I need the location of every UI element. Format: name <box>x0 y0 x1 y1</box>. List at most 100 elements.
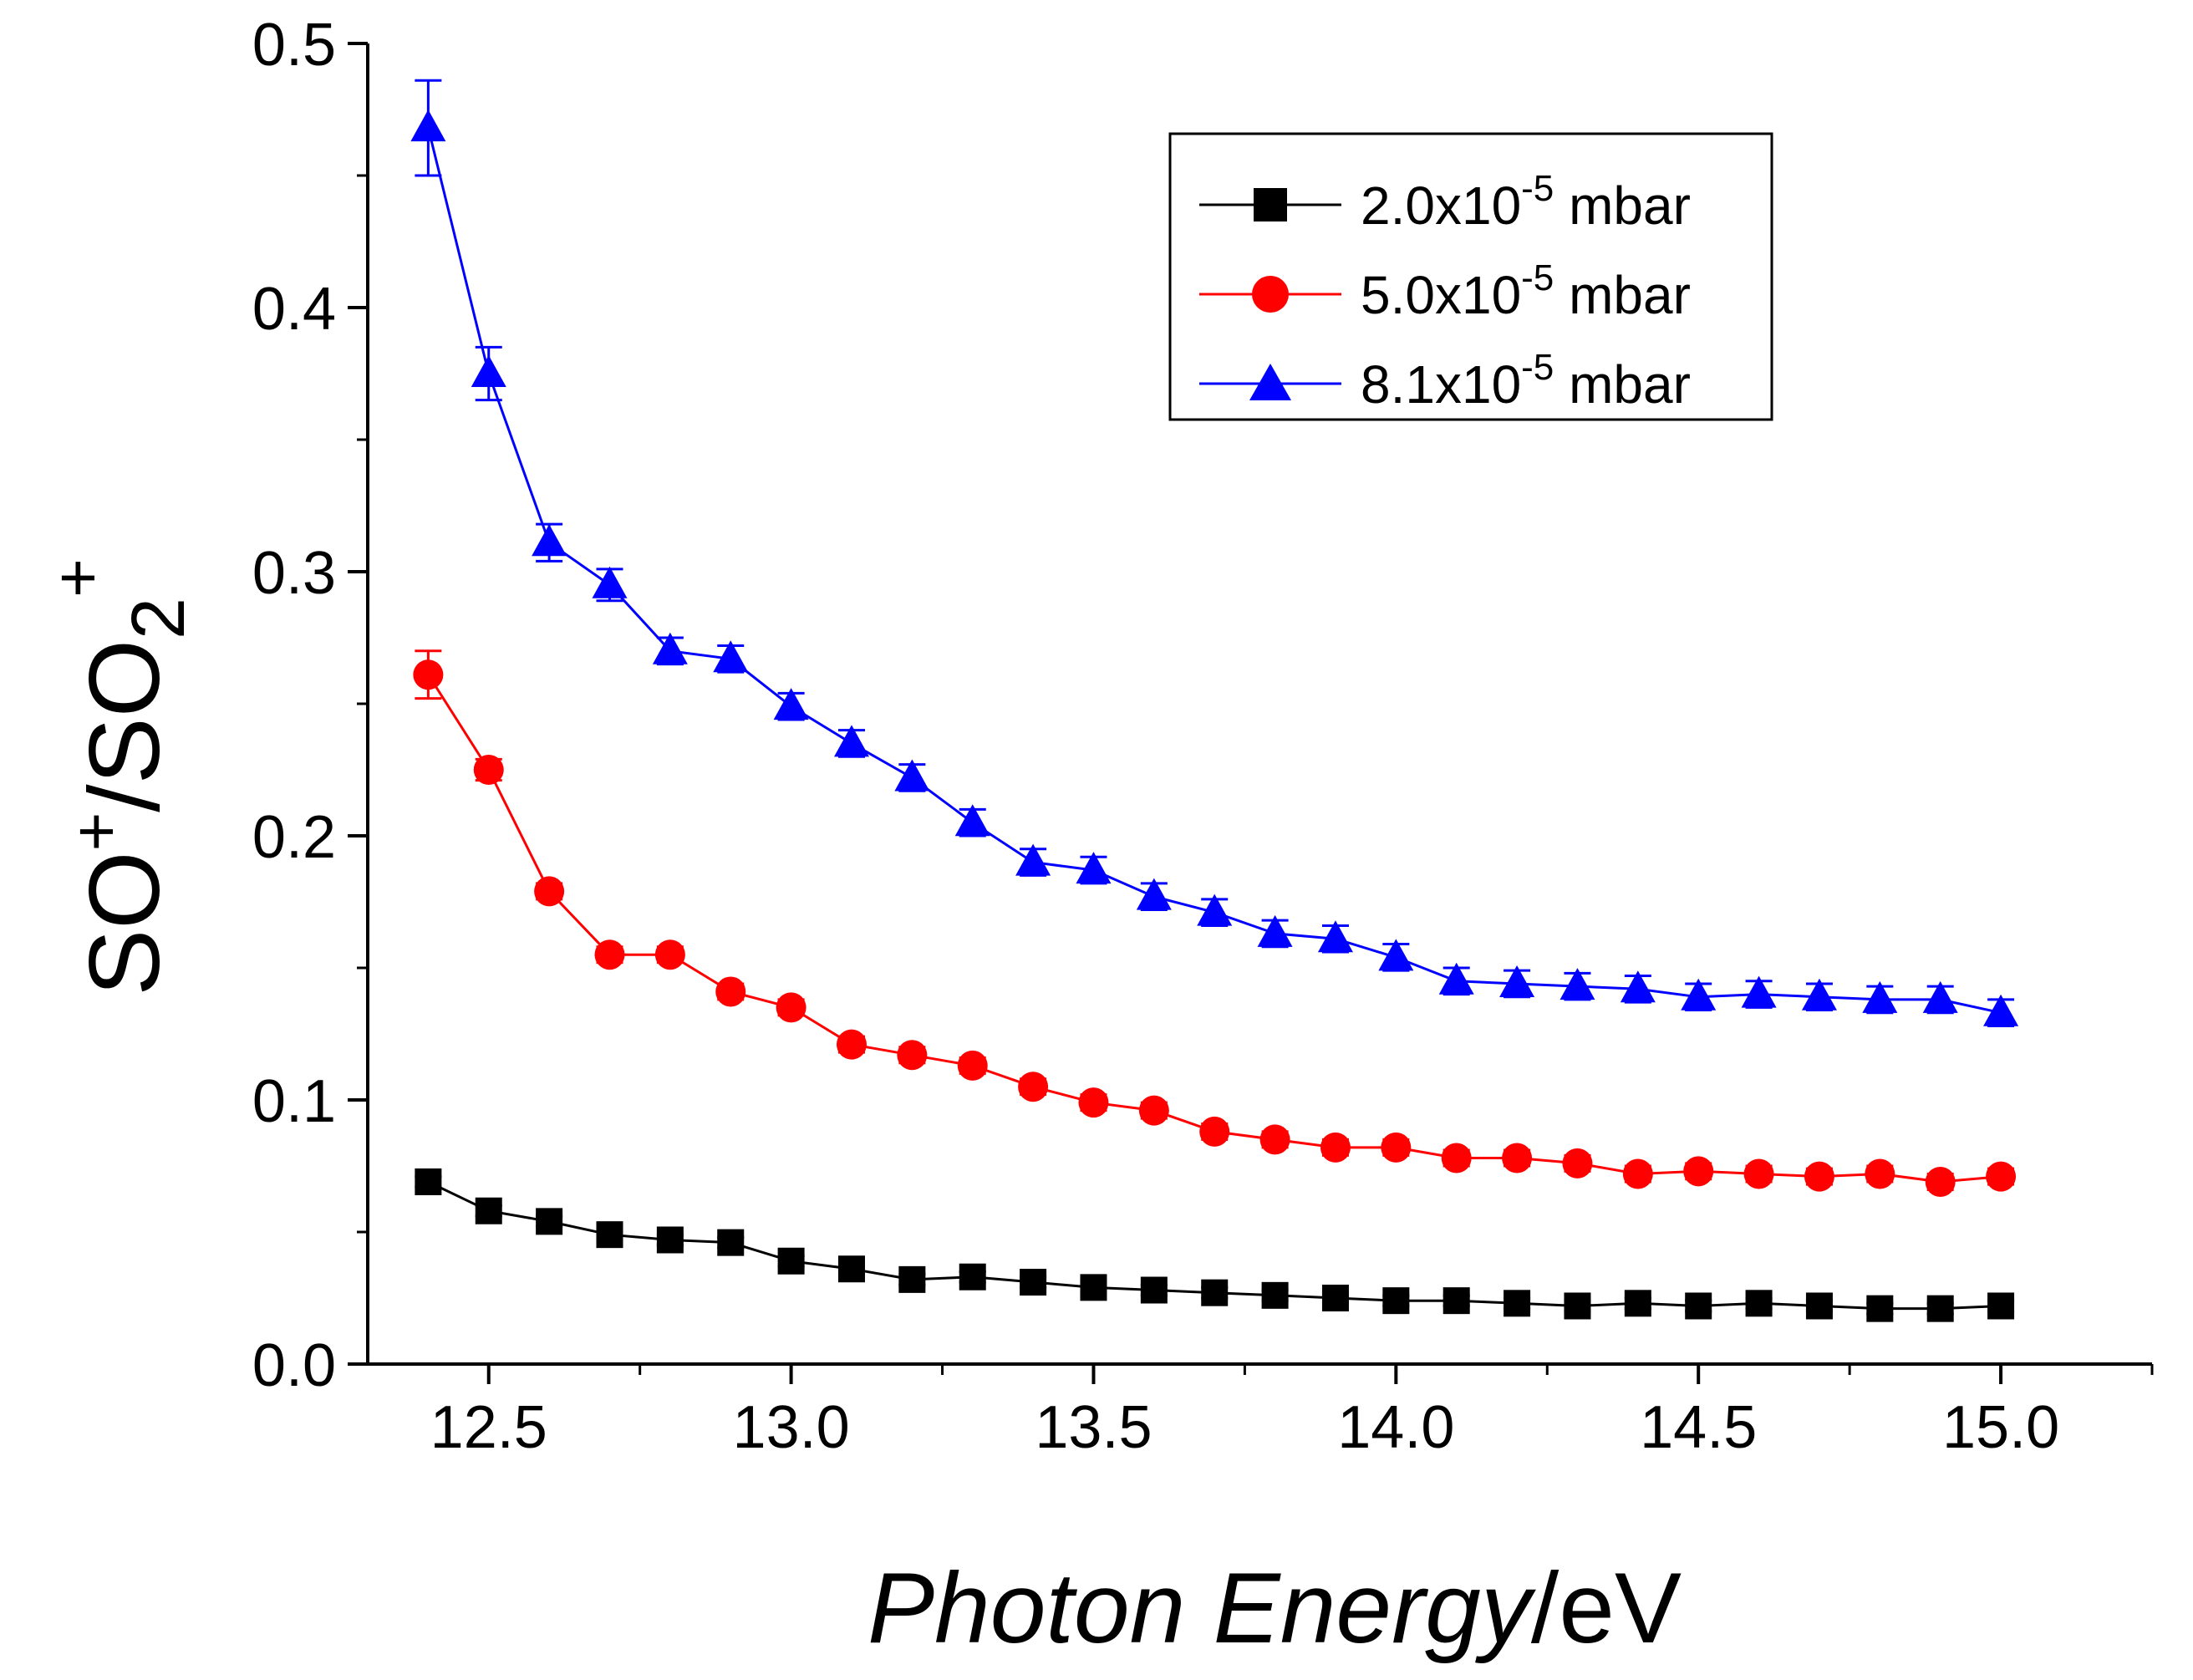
data-point <box>475 1197 502 1224</box>
data-point <box>1078 1087 1109 1118</box>
data-point <box>1317 920 1353 953</box>
data-point <box>1681 978 1717 1011</box>
x-tick-label: 14.0 <box>1337 1394 1454 1461</box>
data-point <box>1862 980 1898 1013</box>
data-point <box>536 1208 563 1235</box>
x-tick-label: 14.5 <box>1640 1394 1757 1461</box>
data-point <box>410 109 446 142</box>
data-point <box>777 1247 805 1275</box>
legend-marker-2 <box>1252 276 1289 313</box>
data-point <box>652 632 688 664</box>
data-point <box>1136 878 1172 910</box>
data-point <box>473 755 504 785</box>
legend-label-1-post: mbar <box>1554 176 1691 236</box>
y-title-sup1: + <box>59 812 133 852</box>
y-tick-label: 0.1 <box>252 1068 336 1135</box>
data-point <box>1438 962 1474 995</box>
data-point <box>1140 1276 1168 1304</box>
data-point <box>1805 1292 1833 1320</box>
y-tick-label: 0.3 <box>252 540 336 607</box>
y-title-sub: 2 <box>117 598 201 639</box>
data-point <box>1257 914 1293 947</box>
data-point <box>1745 1290 1773 1317</box>
data-point <box>1442 1287 1470 1315</box>
data-point <box>532 524 567 557</box>
data-point <box>413 659 444 690</box>
series-3 <box>410 79 2019 1028</box>
data-point <box>836 1029 867 1060</box>
series-line <box>427 674 2002 1184</box>
data-point <box>1076 852 1112 884</box>
data-point <box>833 725 869 757</box>
data-point <box>656 1226 684 1254</box>
data-point <box>1259 1124 1290 1155</box>
data-point <box>776 992 806 1023</box>
data-point <box>1018 1072 1049 1102</box>
data-point <box>1987 1292 2015 1320</box>
data-point <box>1199 1116 1230 1147</box>
data-point <box>1201 1279 1229 1306</box>
x-tick-label: 15.0 <box>1942 1394 2059 1461</box>
legend: 2.0x10-5 mbar 5.0x10-5 mbar 8.1x10-5 mba… <box>1168 132 1773 421</box>
data-point <box>1564 1292 1591 1320</box>
legend-label-3-exp: -5 <box>1521 347 1554 388</box>
data-point <box>1562 1148 1593 1179</box>
legend-label-1-pre: 2.0x10 <box>1361 176 1521 236</box>
data-point <box>1441 1143 1472 1173</box>
data-point <box>1741 975 1777 1008</box>
data-point <box>1321 1285 1349 1311</box>
data-point <box>1378 939 1414 971</box>
data-point <box>1986 1161 2017 1192</box>
data-point <box>1804 1161 1834 1192</box>
data-point <box>1620 970 1656 1003</box>
data-point <box>1801 978 1837 1011</box>
data-point <box>1320 1132 1351 1163</box>
data-point <box>894 759 930 792</box>
data-point <box>1020 1269 1047 1296</box>
data-point <box>592 566 628 598</box>
data-point <box>898 1265 926 1293</box>
data-point <box>1499 965 1535 997</box>
y-title-slash: /SO <box>69 639 181 812</box>
data-point <box>1381 1132 1412 1163</box>
data-point <box>1926 1295 1954 1322</box>
legend-label-3: 8.1x10-5 mbar <box>1361 347 1691 415</box>
x-tick-label: 12.5 <box>430 1394 547 1461</box>
data-point <box>1622 1158 1653 1189</box>
series-2 <box>413 649 2017 1197</box>
data-point <box>773 688 809 720</box>
data-point <box>1743 1158 1774 1189</box>
data-point <box>959 1263 986 1291</box>
data-point <box>1138 1095 1169 1126</box>
data-point <box>954 804 990 837</box>
data-point <box>1865 1158 1895 1189</box>
data-point <box>534 876 565 907</box>
x-title-unit: /eV <box>1531 1552 1682 1664</box>
data-point <box>837 1255 865 1283</box>
y-tick-label: 0.2 <box>252 804 336 871</box>
data-point <box>1504 1290 1531 1317</box>
data-point <box>713 640 749 673</box>
data-point <box>1080 1274 1107 1301</box>
data-point <box>1922 980 1958 1013</box>
legend-label-1-exp: -5 <box>1521 168 1554 209</box>
y-title-base1: SO <box>69 851 181 995</box>
data-point <box>596 1221 623 1249</box>
data-point <box>1683 1156 1714 1187</box>
data-point <box>654 939 685 970</box>
x-title-italic: Photon Energy <box>868 1552 1537 1664</box>
y-tick-label: 0.5 <box>252 12 336 79</box>
data-point <box>1015 843 1051 876</box>
y-title-sup2: + <box>40 558 114 598</box>
y-axis-title: SO+/SO2+ <box>40 558 201 996</box>
legend-marker-3 <box>1249 364 1291 400</box>
data-point <box>1866 1295 1894 1322</box>
data-point <box>897 1040 928 1071</box>
axes: 0.0 0.1 0.2 0.3 0.4 0.5 12.5 13.0 13.5 14.0 14.5 15… <box>252 12 2154 1461</box>
data-point <box>471 355 506 387</box>
legend-entry-1: 2.0x10-5 mbar <box>1199 168 1691 236</box>
legend-label-1: 2.0x10-5 mbar <box>1361 168 1691 236</box>
data-point <box>1560 968 1595 1000</box>
x-tick-label: 13.5 <box>1035 1394 1152 1461</box>
